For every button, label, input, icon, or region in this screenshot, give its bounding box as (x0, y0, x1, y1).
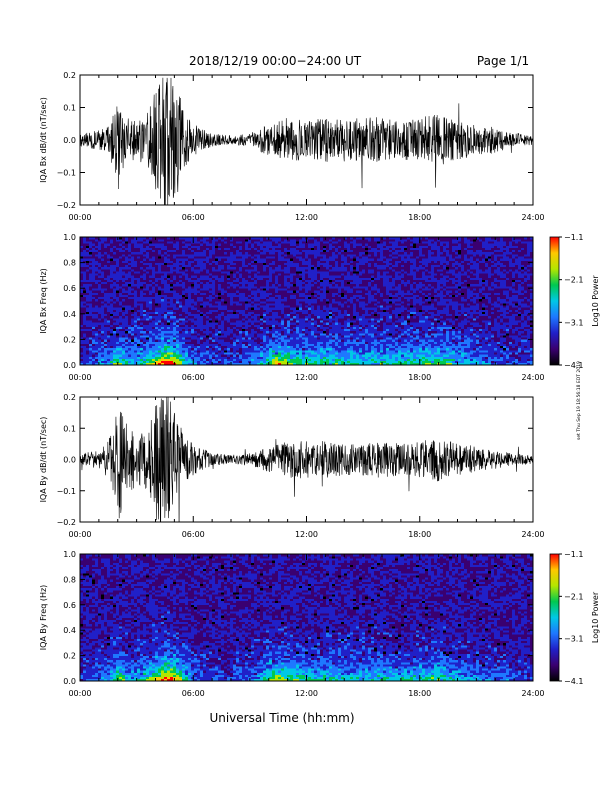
x-tick-label: 06:00 (182, 213, 205, 222)
y-tick-label: 0.2 (63, 652, 76, 661)
x-tick-label: 00:00 (68, 373, 91, 382)
y-axis-label: IQA By dB/dt (nT/sec) (39, 417, 48, 503)
x-tick-label: 18:00 (408, 530, 431, 539)
y-axis-label: IQA Bx dB/dt (nT/sec) (39, 97, 48, 183)
page-number: Page 1/1 (477, 54, 529, 68)
x-tick-label: 18:00 (408, 213, 431, 222)
spectrogram-cells (80, 554, 534, 682)
waveform-trace (80, 397, 533, 522)
y-axis-label: IQA Bx Freq (Hz) (39, 268, 48, 334)
y-tick-label: 0.6 (63, 284, 76, 293)
y-tick-label: −0.1 (57, 487, 76, 496)
colorbar-tick-label: −3.1 (564, 318, 583, 327)
y-axis-label: IQA By Freq (Hz) (39, 585, 48, 651)
x-tick-label: 24:00 (521, 530, 544, 539)
y-tick-label: 0.8 (63, 259, 76, 268)
y-tick-label: 0.1 (63, 104, 76, 113)
colorbar-tick-label: −2.1 (564, 276, 583, 285)
y-tick-label: 0.4 (63, 310, 76, 319)
x-tick-label: 00:00 (68, 689, 91, 698)
x-tick-label: 12:00 (295, 373, 318, 382)
y-tick-label: 0.6 (63, 601, 76, 610)
y-tick-label: 0.0 (63, 361, 76, 370)
x-tick-label: 06:00 (182, 373, 205, 382)
x-tick-label: 18:00 (408, 689, 431, 698)
colorbar-tick-label: −3.1 (564, 635, 583, 644)
x-tick-label: 12:00 (295, 530, 318, 539)
colorbar-label: Log10 Power (591, 275, 600, 327)
y-tick-label: 1.0 (63, 550, 76, 559)
waveform-trace (80, 77, 533, 205)
colorbar-tick-label: −1.1 (564, 233, 583, 242)
y-tick-label: 0.4 (63, 626, 76, 635)
x-tick-label: 24:00 (521, 689, 544, 698)
x-tick-label: 24:00 (521, 373, 544, 382)
x-tick-label: 12:00 (295, 689, 318, 698)
y-tick-label: −0.1 (57, 169, 76, 178)
colorbar (549, 553, 560, 682)
x-tick-label: 00:00 (68, 213, 91, 222)
colorbar-tick-label: −1.1 (564, 550, 583, 559)
colorbar-tick-label: −2.1 (564, 592, 583, 601)
y-tick-label: 0.2 (63, 335, 76, 344)
side-note: set Thu Sep 19 18:56:18 EDT 2019 (576, 361, 582, 440)
y-tick-label: 0.0 (63, 677, 76, 686)
colorbar (549, 236, 560, 366)
y-tick-label: −0.2 (57, 201, 76, 210)
panel-by-waveform: −0.2 −0.1 0.0 0.1 0.2 00:00 06:00 12:00 18:00 24:… (39, 393, 545, 539)
x-tick-label: 24:00 (521, 213, 544, 222)
y-tick-label: 0.2 (63, 71, 76, 80)
y-tick-label: 0.8 (63, 575, 76, 584)
spectrogram-cells (80, 237, 534, 366)
panel-bx-spectrogram: 0.0 0.2 0.4 0.6 0.8 1.0 00:00 06:00 12:00 18:00 24… (39, 233, 600, 382)
y-tick-label: 0.2 (63, 393, 76, 402)
y-tick-label: 0.0 (63, 136, 76, 145)
x-tick-label: 00:00 (68, 530, 91, 539)
x-tick-label: 06:00 (182, 689, 205, 698)
figure-title: 2018/12/19 00:00−24:00 UT (189, 54, 362, 68)
panel-bx-waveform: −0.2 −0.1 0.0 0.1 0.2 00:00 06:00 12:00 18:00 24:… (39, 71, 545, 222)
x-axis-title: Universal Time (hh:mm) (209, 711, 354, 725)
y-tick-label: 0.1 (63, 424, 76, 433)
x-tick-label: 18:00 (408, 373, 431, 382)
y-tick-label: 0.0 (63, 456, 76, 465)
colorbar-tick-label: −4.1 (564, 677, 583, 686)
y-tick-label: −0.2 (57, 518, 76, 527)
colorbar-label: Log10 Power (591, 591, 600, 643)
x-tick-label: 12:00 (295, 213, 318, 222)
x-tick-label: 06:00 (182, 530, 205, 539)
y-tick-label: 1.0 (63, 233, 76, 242)
colorbar-tick-label: −4.1 (564, 361, 583, 370)
panel-by-spectrogram: 0.0 0.2 0.4 0.6 0.8 1.0 00:00 06:00 12:00 18:00 24… (39, 550, 600, 698)
